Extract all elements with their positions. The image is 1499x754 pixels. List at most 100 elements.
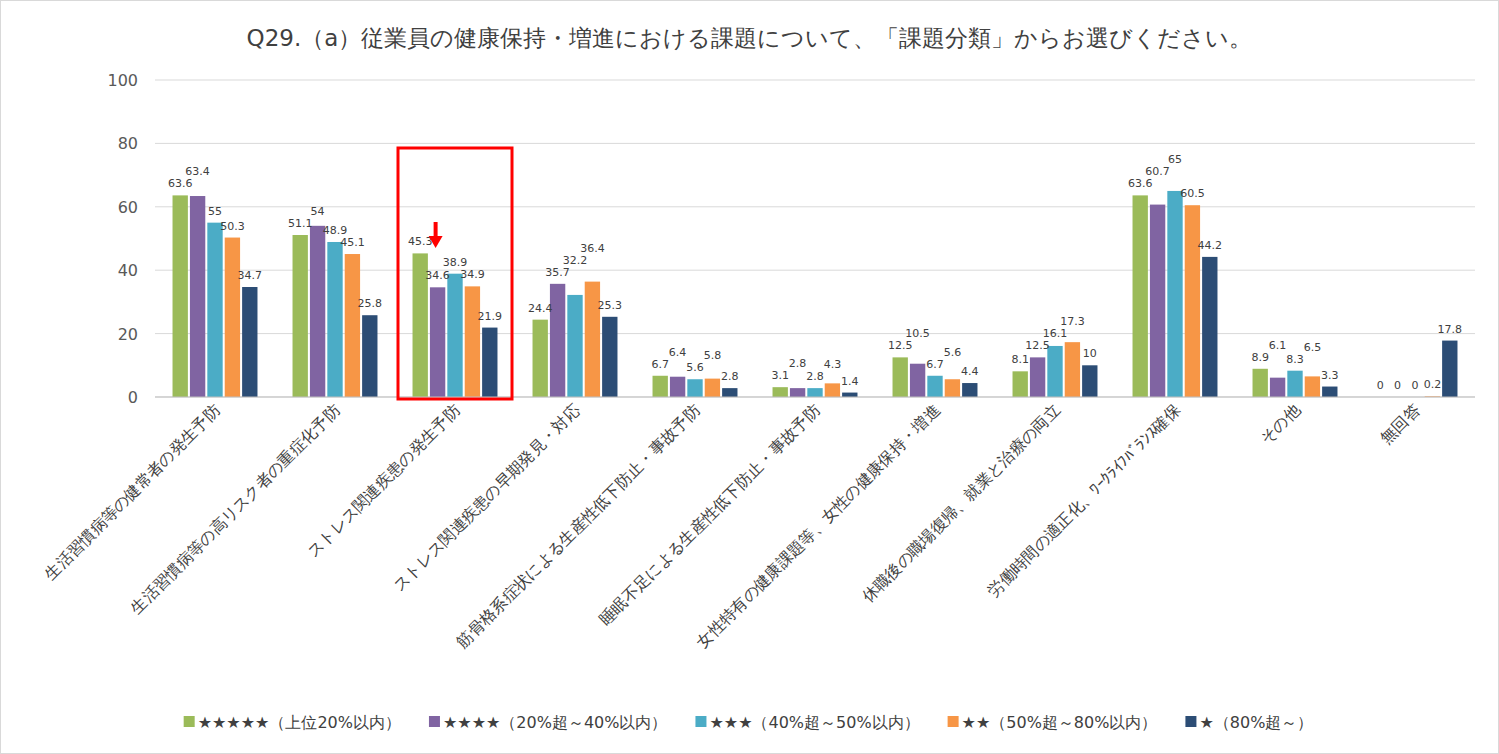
bar (927, 376, 942, 397)
data-label: 17.3 (1060, 315, 1085, 328)
data-label: 50.3 (220, 220, 245, 233)
legend-swatch (429, 716, 440, 727)
bar (1150, 205, 1165, 397)
bar (207, 223, 222, 397)
data-label: 5.6 (944, 346, 962, 359)
bar (1167, 191, 1182, 397)
data-label: 8.3 (1286, 353, 1304, 366)
highlight-arrow (434, 222, 438, 238)
legend-label: ★（80%超～） (1199, 713, 1313, 732)
data-label: 12.5 (888, 339, 913, 352)
y-tick-label: 40 (118, 261, 138, 280)
data-label: 5.8 (704, 349, 722, 362)
legend: ★★★★★（上位20%以内）★★★★（20%超～40%以内）★★★（40%超～5… (184, 713, 1314, 732)
data-label: 63.6 (168, 177, 193, 190)
data-label: 4.3 (824, 358, 842, 371)
x-tick-label: 女性特有の健康課題等、女性の健康保持・増進 (693, 400, 944, 651)
data-label: 65 (1168, 153, 1182, 166)
data-label: 17.8 (1438, 323, 1463, 336)
bar (533, 320, 548, 397)
data-label: 16.1 (1043, 327, 1068, 340)
bar (242, 287, 257, 397)
data-label: 6.4 (669, 346, 687, 359)
bar (567, 295, 582, 397)
bars (173, 191, 1458, 397)
data-label: 0 (1394, 379, 1401, 392)
data-label: 63.6 (1128, 177, 1153, 190)
data-label: 25.8 (358, 297, 383, 310)
data-label: 6.1 (1269, 339, 1287, 352)
chart: Q29.（a）従業員の健康保持・増進における課題について、「課題分類」からお選び… (0, 0, 1499, 754)
bar (1047, 346, 1062, 397)
bar (465, 286, 480, 397)
data-label: 3.1 (771, 369, 789, 382)
x-tick-label: その他 (1256, 400, 1303, 447)
grid-line (155, 143, 1475, 144)
bar (670, 377, 685, 397)
y-tick-label: 20 (118, 325, 138, 344)
data-label: 6.5 (1304, 341, 1322, 354)
bar (362, 315, 377, 397)
bar (1013, 371, 1028, 397)
legend-swatch (948, 716, 959, 727)
bar (842, 393, 857, 397)
data-label: 5.6 (686, 361, 704, 374)
bar (1305, 376, 1320, 397)
data-label: 32.2 (563, 254, 588, 267)
bar (310, 226, 325, 397)
highlight-box (398, 148, 512, 399)
data-label: 6.7 (651, 358, 669, 371)
data-label: 2.8 (806, 370, 824, 383)
bar (327, 242, 342, 397)
data-label: 2.8 (721, 370, 739, 383)
data-label: 60.7 (1145, 165, 1170, 178)
bar (293, 235, 308, 397)
x-tick-label: 生活習慣病等の高リスク者の重症化予防 (127, 400, 344, 617)
data-label: 1.4 (841, 375, 859, 388)
data-label: 34.7 (238, 269, 263, 282)
bar (225, 238, 240, 397)
data-label: 45.1 (340, 236, 365, 249)
data-label: 10 (1083, 347, 1097, 360)
legend-swatch (695, 716, 706, 727)
grid-line (155, 397, 1475, 398)
data-labels: 63.663.45550.334.751.15448.945.125.845.3… (168, 153, 1462, 392)
bar (602, 317, 617, 397)
bar (1133, 195, 1148, 397)
x-axis (155, 397, 1475, 398)
bar (482, 328, 497, 397)
data-label: 21.9 (478, 310, 503, 323)
data-label: 3.3 (1321, 369, 1339, 382)
bar (1185, 205, 1200, 397)
data-label: 34.9 (460, 268, 485, 281)
grid (155, 80, 1475, 397)
data-label: 34.6 (425, 269, 450, 282)
data-label: 54 (311, 205, 325, 218)
data-label: 0.2 (1424, 378, 1442, 391)
grid-line (155, 80, 1475, 81)
data-label: 48.9 (323, 224, 348, 237)
bar (430, 287, 445, 397)
bar (893, 357, 908, 397)
bar (1082, 365, 1097, 397)
legend-label: ★★（50%超～80%以内） (962, 713, 1158, 732)
bar (447, 274, 462, 397)
grid-line (155, 206, 1475, 207)
data-label: 36.4 (580, 242, 605, 255)
bar (1030, 357, 1045, 397)
data-label: 0 (1412, 379, 1419, 392)
data-label: 25.3 (598, 299, 623, 312)
data-label: 0 (1377, 379, 1384, 392)
data-label: 24.4 (528, 302, 553, 315)
y-tick-label: 80 (118, 134, 138, 153)
bar (722, 388, 737, 397)
data-label: 6.7 (926, 358, 944, 371)
legend-swatch (1185, 716, 1196, 727)
legend-label: ★★★★（20%超～40%以内） (443, 713, 668, 732)
bar (1322, 387, 1337, 397)
bar (910, 364, 925, 397)
bar (825, 383, 840, 397)
x-tick-label: 無回答 (1376, 400, 1423, 447)
data-label: 45.3 (408, 235, 433, 248)
bar (962, 383, 977, 397)
